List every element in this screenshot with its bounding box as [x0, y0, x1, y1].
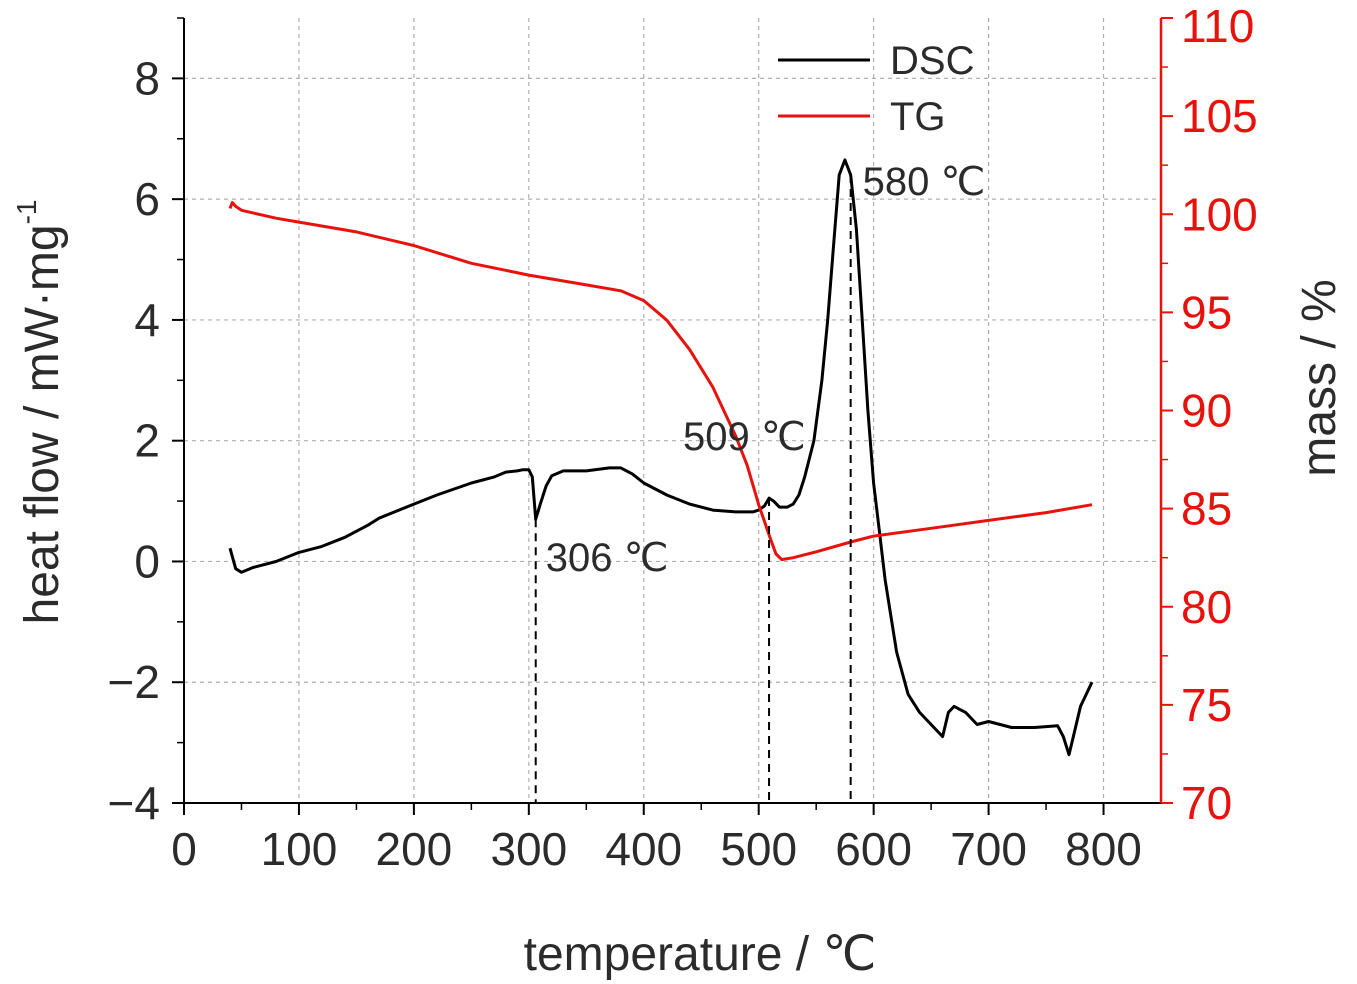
x-axis-title: temperature / ℃: [524, 928, 877, 981]
annotation-label: 580 ℃: [863, 160, 986, 204]
y-axis-right-title: mass / %: [1293, 279, 1346, 476]
y-right-tick-label: 105: [1181, 90, 1258, 142]
y-right-tick-label: 100: [1181, 188, 1258, 240]
y-left-tick-label: 6: [134, 173, 160, 225]
annotation-layer: 306 ℃ 509 ℃ 580 ℃: [534, 160, 986, 803]
y-right-tick-label: 95: [1181, 286, 1232, 338]
legend-label-dsc: DSC: [890, 39, 974, 83]
x-tick-label: 500: [720, 823, 797, 875]
y-left-tick-label: −4: [108, 777, 160, 829]
y-right-tick-label: 85: [1181, 483, 1232, 535]
y-left-tick-label: 0: [134, 535, 160, 587]
x-tick-label: 300: [490, 823, 567, 875]
y-left-tick-label: 2: [134, 415, 160, 467]
x-tick-label: 700: [950, 823, 1027, 875]
series-layer: [228, 158, 1094, 757]
y-axis-left-title-main: heat flow / mW·mg: [16, 224, 69, 624]
y-left-tick-label: 4: [134, 294, 160, 346]
legend: DSC TG: [778, 39, 974, 139]
y-axis-left-title: heat flow / mW·mg-1: [11, 200, 69, 625]
y-right-tick-label: 75: [1181, 679, 1232, 731]
x-tick-label: 200: [376, 823, 453, 875]
x-tick-label: 600: [835, 823, 912, 875]
x-tick-label: 400: [605, 823, 682, 875]
legend-label-tg: TG: [890, 95, 946, 139]
y-right-tick-label: 70: [1181, 777, 1232, 829]
y-left-tick-label: 8: [134, 52, 160, 104]
annotation-label: 509 ℃: [683, 415, 806, 459]
axes: 0 100 200 300 400 500 600 700 800 −4 −2 0 2 4 6 8 70 75 80…: [108, 0, 1258, 875]
series-line-tg: [228, 201, 1093, 562]
y-right-tick-label: 80: [1181, 581, 1232, 633]
y-axis-left-title-sup: -1: [11, 200, 42, 225]
x-tick-label: 100: [261, 823, 338, 875]
x-tick-label: 800: [1065, 823, 1142, 875]
y-right-tick-label: 110: [1181, 0, 1254, 52]
grid: [184, 18, 1161, 803]
annotation-label: 306 ℃: [546, 536, 669, 580]
x-tick-label: 0: [171, 823, 197, 875]
y-right-tick-label: 90: [1181, 385, 1232, 437]
series-line-dsc: [228, 158, 1094, 757]
y-left-tick-label: −2: [108, 656, 160, 708]
